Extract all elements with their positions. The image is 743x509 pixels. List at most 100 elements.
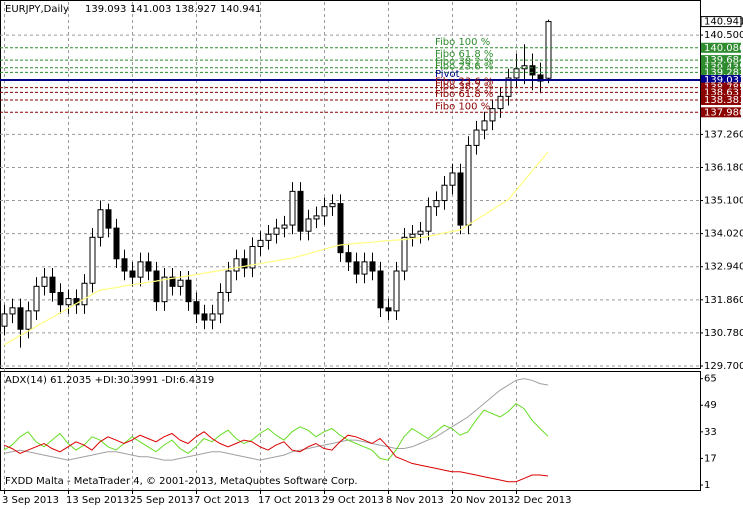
y-tick-label: 136.180 — [704, 162, 743, 173]
indicator-line — [3, 378, 549, 461]
x-tick-label: 8 Nov 2013 — [386, 495, 444, 506]
candle-body — [313, 215, 320, 220]
level-tag — [701, 42, 741, 53]
x-tick-label: 29 Oct 2013 — [322, 495, 384, 506]
candle-body — [257, 239, 264, 248]
level-name: Fibo 61.8 % — [435, 49, 493, 60]
candle-body — [529, 65, 536, 76]
candle-body — [513, 68, 520, 79]
level-name: Fibo 23.6 % — [435, 61, 493, 72]
candle-body — [249, 246, 256, 269]
level-tag — [701, 94, 741, 105]
header-open: 139.093 — [85, 4, 126, 15]
candle-body — [177, 279, 184, 287]
candle-body — [233, 258, 240, 272]
level-tag-label: 138.383 — [704, 95, 743, 106]
candle-body — [497, 95, 504, 110]
candle-body — [153, 270, 160, 303]
candle-body — [353, 261, 360, 275]
candle-body — [33, 285, 40, 312]
candle-body — [441, 184, 448, 202]
candle-body — [409, 233, 416, 238]
indicator-line — [3, 431, 549, 483]
level-tag-label: 140.086 — [704, 43, 743, 54]
candle-body — [377, 270, 384, 309]
moving-average — [3, 151, 549, 346]
y-tick-label: 140.500 — [704, 30, 743, 41]
level-name: Fibo 38.2 % — [435, 81, 493, 92]
indicator-frame — [0, 371, 701, 491]
candle-body — [145, 261, 152, 272]
candle-body — [217, 291, 224, 315]
level-name: Fibo 23.6 % — [435, 77, 493, 88]
candle-body — [457, 172, 464, 226]
x-tick-label: 17 Oct 2013 — [258, 495, 320, 506]
level-name: Fibo 61.8 % — [435, 89, 493, 100]
candle-body — [281, 224, 288, 229]
marks — [0, 19, 700, 483]
x-tick-label: 25 Sep 2013 — [130, 495, 193, 506]
level-tag — [701, 87, 741, 98]
candle-body — [401, 236, 408, 272]
candle-body — [433, 200, 440, 208]
y-tick-label: 33 — [704, 427, 717, 438]
header-low: 138.927 — [175, 4, 216, 15]
indicator-title: ADX(14) 61.2035 +DI:30.3991 -DI:6.4319 — [5, 375, 214, 386]
price-tag — [700, 16, 742, 28]
candle-body — [209, 313, 216, 321]
y-tick-label: 137.260 — [704, 129, 743, 140]
candle-body — [545, 21, 552, 79]
y-tick-label: 135.100 — [704, 196, 743, 207]
y-tick-label: 17 — [704, 453, 717, 464]
candle-body — [113, 227, 120, 260]
candle-body — [425, 206, 432, 232]
candle-body — [81, 282, 88, 306]
candle-body — [273, 227, 280, 235]
candle-body — [129, 270, 136, 278]
level-name: Fibo 38.2 % — [435, 57, 493, 68]
candle-body — [417, 230, 424, 235]
y-tick-label: 134.020 — [704, 229, 743, 240]
header-high: 141.003 — [130, 4, 171, 15]
candle-body — [65, 298, 72, 306]
level-tag — [701, 67, 741, 78]
y-tick-label: 131.860 — [704, 295, 743, 306]
candle-body — [385, 307, 392, 312]
level-tag-label: 139.033 — [704, 75, 743, 86]
candle-body — [241, 258, 248, 269]
x-tick-label: 3 Sep 2013 — [2, 495, 59, 506]
candle-body — [329, 203, 336, 208]
header-close: 140.941 — [220, 4, 261, 15]
candle-body — [89, 236, 96, 284]
candle-body — [473, 129, 480, 146]
candle-body — [137, 261, 144, 278]
y-tick-label: 132.940 — [704, 262, 743, 273]
candle-body — [105, 209, 112, 229]
y-tick-label: 130.780 — [704, 328, 743, 339]
candle-body — [201, 313, 208, 321]
candle-body — [449, 172, 456, 186]
candle-body — [369, 261, 376, 272]
level-tag-label: 137.980 — [704, 107, 743, 118]
level-tag — [701, 55, 741, 66]
candle-body — [169, 276, 176, 287]
candle-body — [337, 203, 344, 254]
candle-body — [121, 258, 128, 272]
candle-body — [9, 307, 16, 315]
candle-body — [41, 276, 48, 287]
x-tick-label: 20 Nov 2013 — [450, 495, 514, 506]
price-tag-label: 140.941 — [704, 17, 743, 28]
level-tag-label: 139.684 — [704, 55, 743, 66]
candle-body — [481, 120, 488, 131]
candle-body — [17, 307, 24, 330]
candle-body — [345, 252, 352, 263]
main-frame — [0, 0, 701, 369]
y-tick-label: 49 — [704, 400, 717, 411]
indicator-line — [3, 402, 549, 461]
candle-body — [25, 310, 32, 330]
candle-body — [297, 190, 304, 232]
level-name: Pivot — [435, 69, 460, 80]
level-tag-label: 139.282 — [704, 67, 743, 78]
y-tick-label: 65 — [704, 374, 717, 385]
candle-body — [537, 74, 544, 82]
